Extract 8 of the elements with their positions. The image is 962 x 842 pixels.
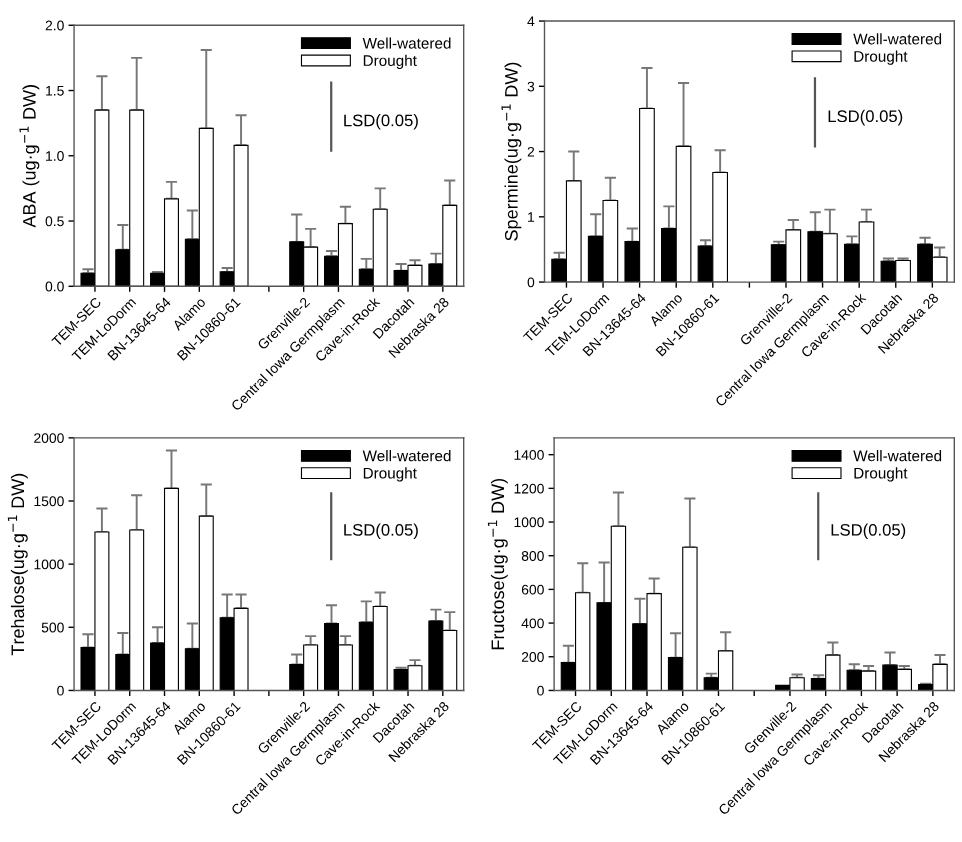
y-axis-title: Fructose(ug·g$^{−1}$ DW) — [487, 478, 508, 650]
annotation: LSD(0.05) — [344, 523, 418, 540]
y-axis-title: ABA (ug·g$^{−1}$ DW) — [19, 85, 40, 228]
y-axis-title: Trehalose(ug·g$^{−1}$ DW) — [7, 473, 28, 656]
annotation: LSD(0.05) — [828, 109, 903, 126]
annotation: LSD(0.05) — [344, 114, 418, 130]
y-axis-title: Spermine(ug·g$^{−1}$ DW) — [501, 62, 522, 241]
annotation: LSD(0.05) — [831, 523, 906, 540]
